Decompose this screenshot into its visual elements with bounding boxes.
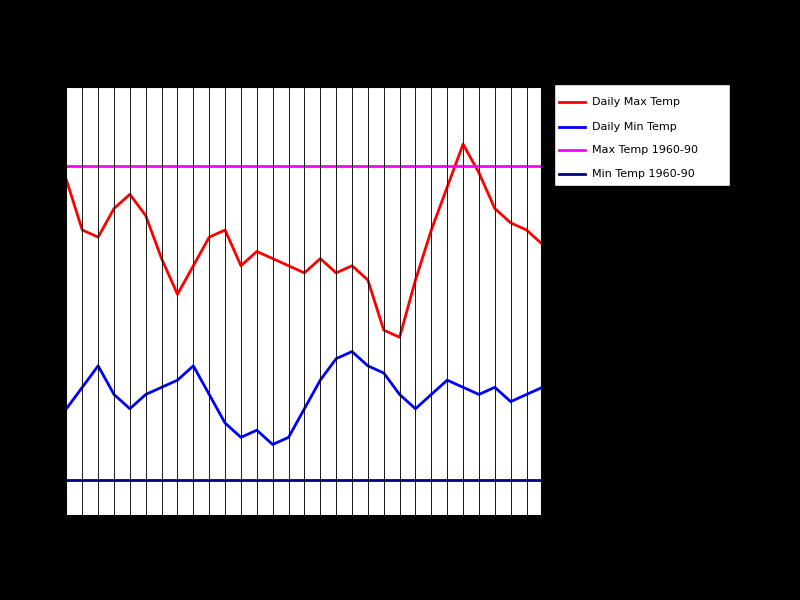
Daily Max Temp <box>347 262 357 269</box>
Daily Min Temp <box>252 427 262 434</box>
Daily Min Temp <box>189 362 198 370</box>
Max Temp 1960-90 <box>62 162 71 169</box>
Text: Daily Max Temp: Daily Max Temp <box>592 97 680 107</box>
Daily Max Temp <box>363 277 373 284</box>
Daily Max Temp <box>300 269 310 277</box>
Daily Min Temp <box>236 434 246 441</box>
Daily Max Temp <box>315 255 325 262</box>
Daily Max Temp <box>252 248 262 255</box>
Daily Max Temp <box>442 184 452 191</box>
Daily Min Temp <box>125 405 134 412</box>
Daily Max Temp <box>189 262 198 269</box>
Daily Min Temp <box>522 391 531 398</box>
Daily Max Temp <box>236 262 246 269</box>
Daily Max Temp <box>506 219 515 226</box>
Daily Min Temp <box>173 377 182 384</box>
Daily Max Temp <box>141 212 150 220</box>
Daily Min Temp <box>141 391 150 398</box>
Daily Min Temp <box>379 370 389 377</box>
Daily Min Temp <box>538 384 547 391</box>
Daily Min Temp <box>331 355 341 362</box>
Daily Max Temp <box>395 334 405 341</box>
Daily Max Temp <box>474 169 484 176</box>
Daily Min Temp <box>78 384 87 391</box>
Daily Min Temp <box>474 391 484 398</box>
Daily Max Temp <box>109 205 119 212</box>
Daily Min Temp <box>506 398 515 405</box>
Daily Min Temp <box>458 384 468 391</box>
Text: Max Temp 1960-90: Max Temp 1960-90 <box>592 145 698 155</box>
Daily Max Temp <box>220 226 230 233</box>
Daily Max Temp <box>490 205 499 212</box>
Daily Max Temp <box>78 226 87 233</box>
Daily Min Temp <box>363 362 373 370</box>
Text: Min Temp 1960-90: Min Temp 1960-90 <box>592 169 695 179</box>
Daily Min Temp <box>220 419 230 427</box>
Min Temp 1960-90 <box>46 476 55 484</box>
Daily Min Temp <box>410 405 420 412</box>
Daily Min Temp <box>94 362 103 370</box>
Daily Min Temp <box>442 377 452 384</box>
Daily Max Temp <box>331 269 341 277</box>
Line: Daily Min Temp: Daily Min Temp <box>66 352 542 445</box>
Daily Max Temp <box>379 326 389 334</box>
Min Temp 1960-90 <box>62 476 71 484</box>
Text: Daily Min Temp: Daily Min Temp <box>592 122 677 132</box>
Daily Max Temp <box>205 233 214 241</box>
Daily Max Temp <box>538 241 547 248</box>
Daily Max Temp <box>284 262 294 269</box>
Line: Daily Max Temp: Daily Max Temp <box>66 144 542 337</box>
Daily Max Temp <box>522 226 531 233</box>
Daily Min Temp <box>395 391 405 398</box>
Daily Min Temp <box>157 384 166 391</box>
Daily Min Temp <box>62 405 71 412</box>
Daily Min Temp <box>268 441 278 448</box>
Daily Max Temp <box>94 233 103 241</box>
Daily Max Temp <box>410 277 420 284</box>
Max Temp 1960-90 <box>46 162 55 169</box>
Daily Max Temp <box>62 176 71 184</box>
Daily Min Temp <box>109 391 119 398</box>
Daily Max Temp <box>426 226 436 233</box>
Daily Max Temp <box>458 140 468 148</box>
Daily Min Temp <box>284 434 294 441</box>
Daily Max Temp <box>157 255 166 262</box>
Daily Min Temp <box>347 348 357 355</box>
Daily Min Temp <box>426 391 436 398</box>
Daily Max Temp <box>173 291 182 298</box>
Daily Min Temp <box>315 377 325 384</box>
Daily Max Temp <box>268 255 278 262</box>
Daily Min Temp <box>300 405 310 412</box>
Daily Min Temp <box>205 391 214 398</box>
Daily Max Temp <box>125 191 134 198</box>
Daily Min Temp <box>490 384 499 391</box>
